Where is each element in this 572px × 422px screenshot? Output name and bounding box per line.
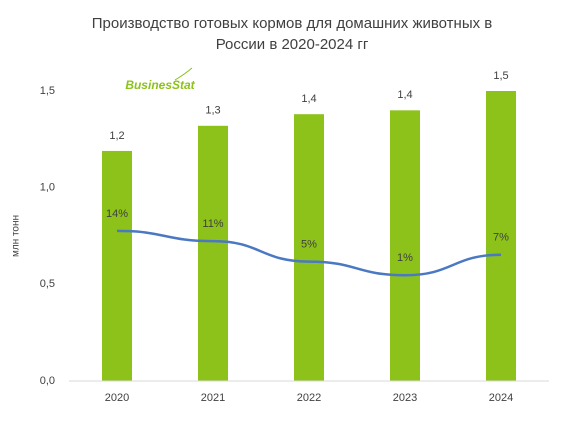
line-value-label: 1% [397, 252, 413, 264]
line-value-label: 5% [301, 238, 317, 250]
bar-value-label: 1,3 [205, 105, 220, 117]
y-tick-label: 0,5 [40, 278, 55, 290]
bar [102, 150, 132, 381]
line [116, 229, 502, 277]
y-tick-label: 1,0 [40, 182, 55, 194]
bar [198, 125, 228, 381]
x-tick-label: 2021 [201, 392, 225, 404]
y-axis-label: млн тонн [11, 215, 22, 257]
x-tick-label: 2020 [105, 392, 129, 404]
x-tick-label: 2023 [393, 392, 417, 404]
y-tick-label: 1,5 [40, 85, 55, 97]
bar-value-label: 1,4 [301, 93, 316, 105]
x-tick-label: 2024 [489, 392, 513, 404]
chart-title: России в 2020-2024 гг [216, 36, 369, 53]
x-tick-label: 2022 [297, 392, 321, 404]
chart-title: Производство готовых кормов для домашних… [92, 15, 493, 32]
y-tick-label: 0,0 [40, 375, 55, 387]
line-value-label: 14% [106, 208, 128, 220]
line-value-label: 7% [493, 232, 509, 244]
bar-value-label: 1,2 [109, 130, 124, 142]
bar-value-label: 1,5 [493, 70, 508, 82]
bar-value-label: 1,4 [397, 89, 412, 101]
bar [294, 114, 324, 381]
bar [390, 110, 420, 381]
logo-swoosh [174, 67, 193, 81]
bar [486, 91, 516, 381]
logo: BusinesStat [125, 78, 195, 92]
line-value-label: 11% [202, 218, 223, 230]
